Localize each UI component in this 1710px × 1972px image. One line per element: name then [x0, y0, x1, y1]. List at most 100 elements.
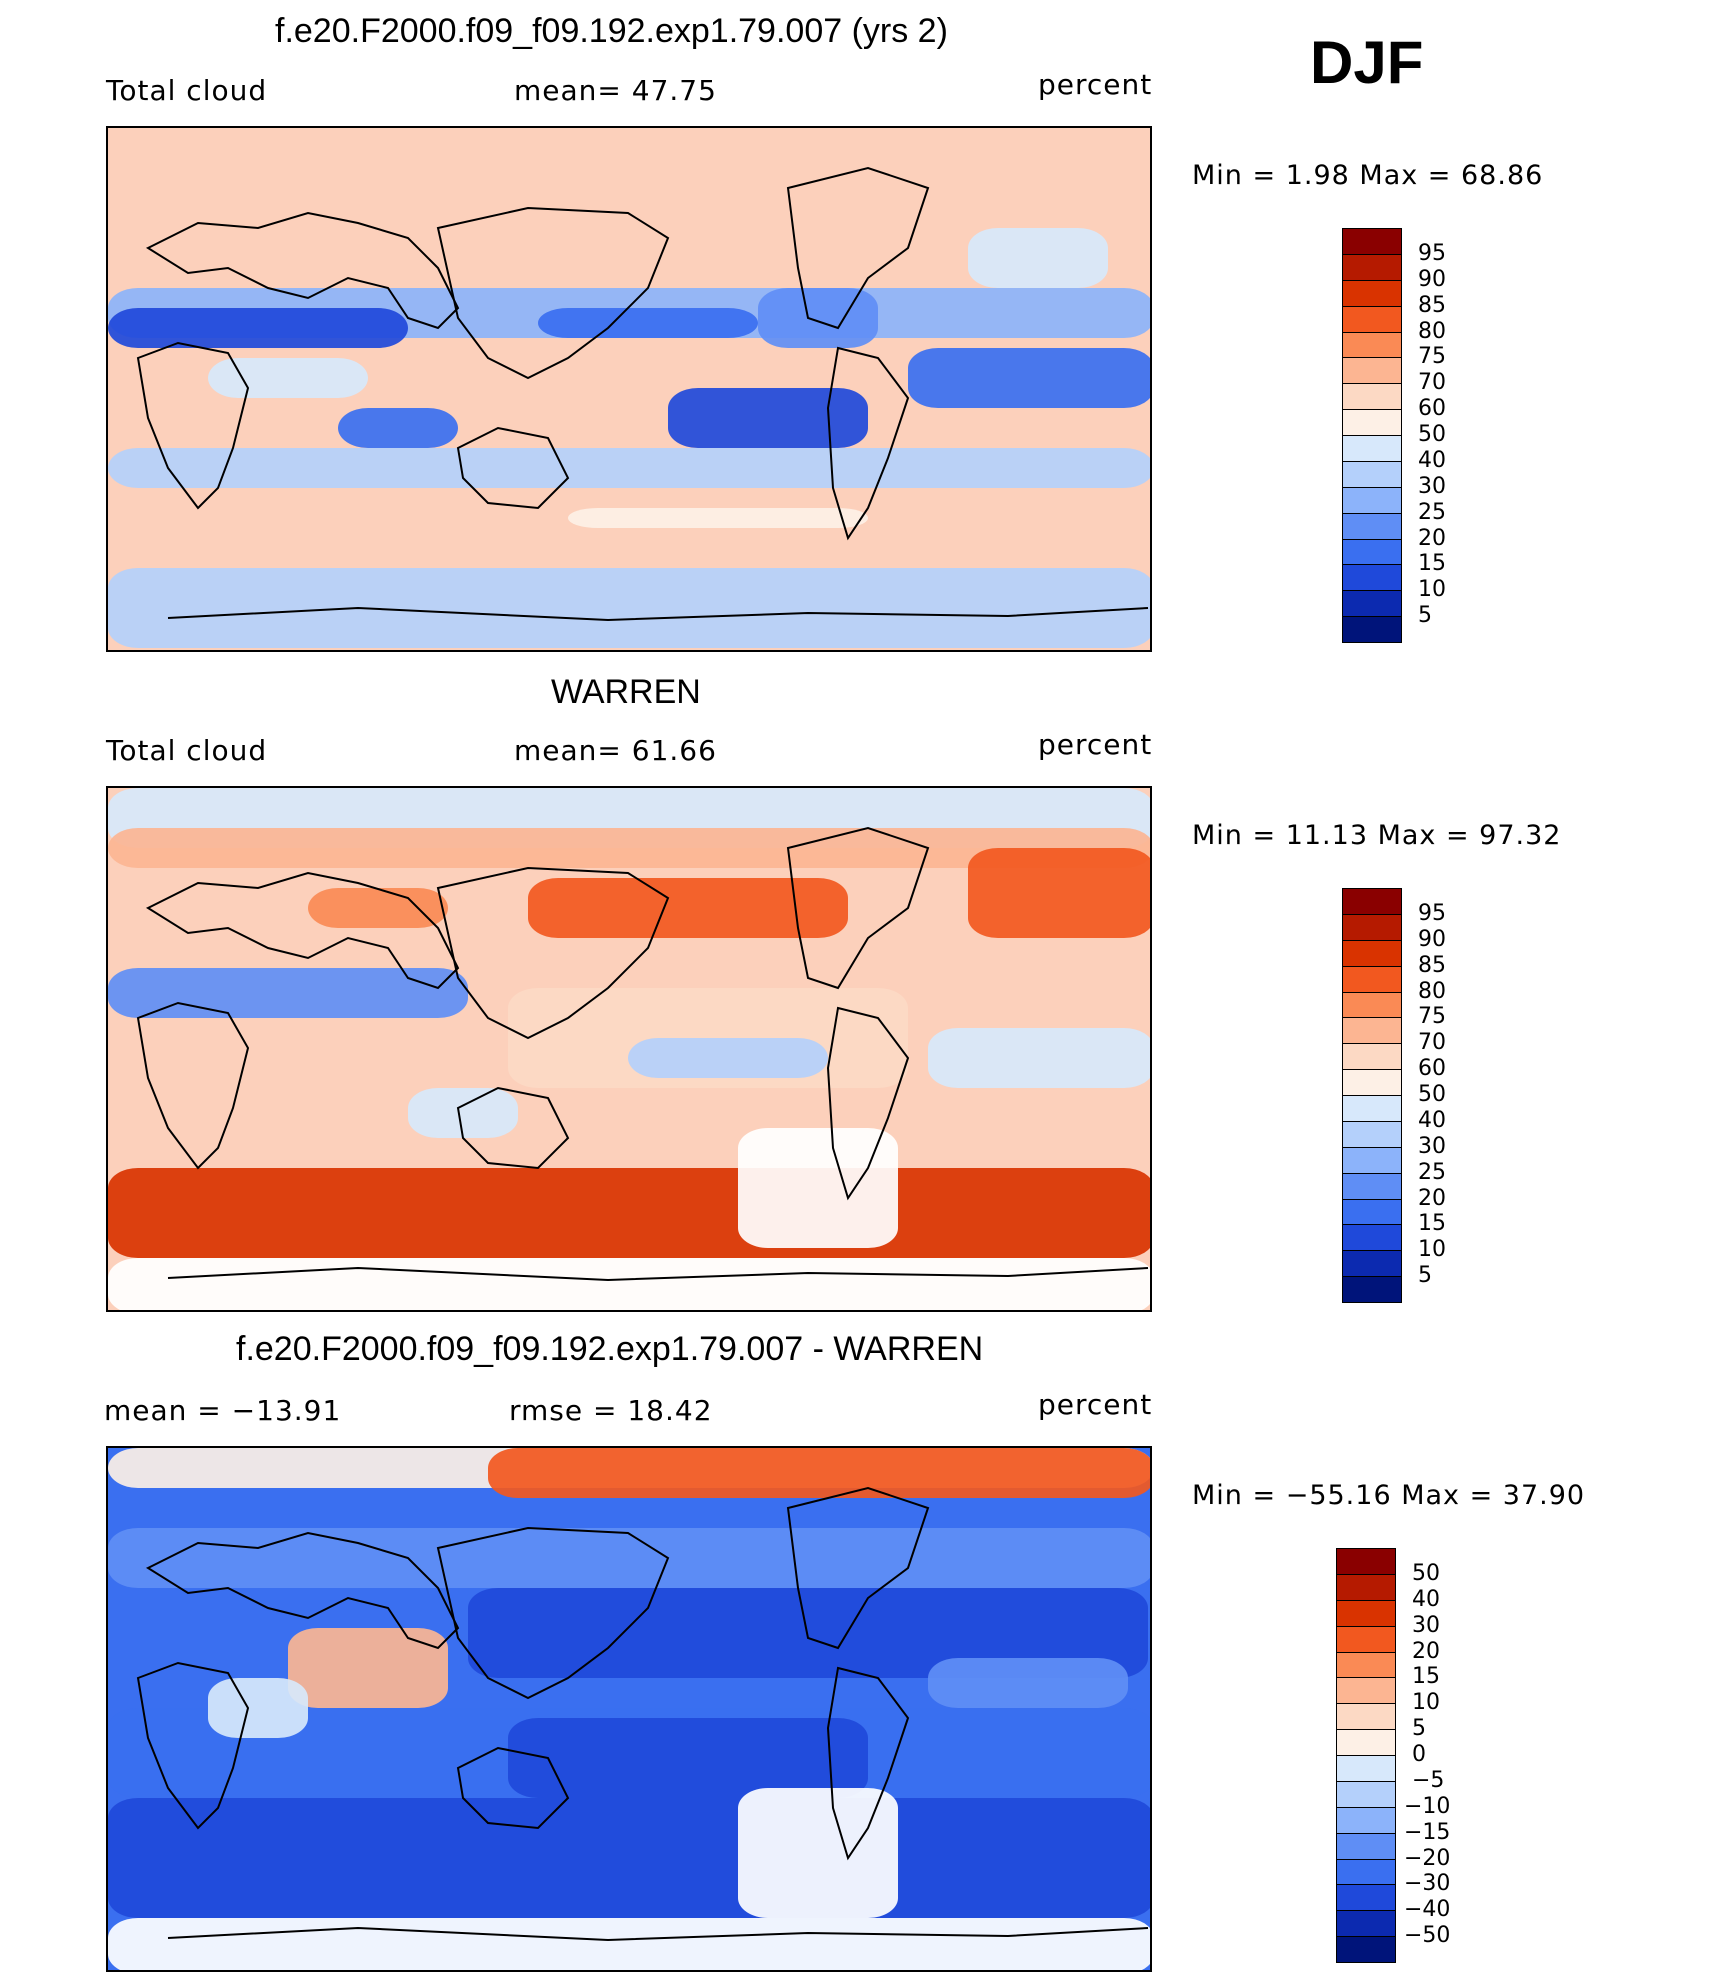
colorbar-swatch	[1336, 1832, 1396, 1860]
colorbar-tick-label: 70	[1418, 370, 1446, 396]
colorbar-swatch	[1342, 279, 1402, 307]
colorbar-tick-label: 10	[1418, 1237, 1446, 1263]
field-region	[338, 408, 458, 448]
colorbar-tick-label: −15	[1404, 1819, 1451, 1845]
panel-3-rmse-label: rmse = 18.42	[509, 1394, 713, 1427]
panel-3-min-max: Min = −55.16 Max = 37.90	[1192, 1480, 1586, 1511]
colorbar-tick-label: 75	[1418, 1004, 1446, 1030]
coastline	[167, 1266, 1149, 1282]
panel-2-colorbar: 95 90 85 80 75 70 60 50 40 30 25 20 15 10 5	[1342, 888, 1462, 1303]
coastline	[145, 211, 460, 330]
colorbar-tick-label: 15	[1412, 1664, 1440, 1690]
colorbar-swatch	[1336, 1625, 1396, 1653]
colorbar-swatch	[1336, 1936, 1396, 1963]
colorbar-swatch	[1342, 1095, 1402, 1122]
colorbar-tick-label: 70	[1418, 1030, 1446, 1056]
colorbar-swatch	[1342, 939, 1402, 967]
field-region	[668, 388, 868, 448]
field-region	[108, 828, 1150, 868]
colorbar-tick-label: −40	[1404, 1897, 1451, 1923]
panel-1-colorbar: 95 90 85 80 75 70 60 50 40 30 25 20 15 10 5	[1342, 228, 1462, 643]
field-region	[108, 968, 468, 1018]
colorbar-swatch	[1342, 228, 1402, 255]
colorbar-tick-label: 0	[1412, 1742, 1426, 1767]
coastline	[456, 1086, 570, 1170]
colorbar-swatch	[1342, 888, 1402, 915]
coastline	[456, 1746, 570, 1830]
field-region	[508, 1718, 868, 1798]
colorbar-tick-label: 50	[1418, 1082, 1446, 1107]
panel-1-title: f.e20.F2000.f09_f09.192.exp1.79.007 (yrs…	[275, 12, 948, 50]
coastline	[436, 866, 670, 1040]
field-region	[488, 1448, 1150, 1498]
colorbar-tick-label: 75	[1418, 344, 1446, 370]
field-region	[568, 508, 868, 528]
colorbar-tick-label: 95	[1418, 900, 1446, 926]
colorbar-swatch	[1336, 1780, 1396, 1808]
coastline	[436, 206, 670, 380]
colorbar-swatch	[1342, 1120, 1402, 1148]
colorbar-tick-label: 60	[1418, 1056, 1446, 1082]
colorbar-swatch	[1342, 616, 1402, 643]
colorbar-swatch	[1336, 1884, 1396, 1912]
coastline	[136, 1661, 250, 1830]
panel-3-mean-label: mean = −13.91	[104, 1394, 342, 1427]
colorbar-swatch	[1342, 486, 1402, 514]
colorbar-swatch	[1342, 1276, 1402, 1303]
colorbar-tick-label: −10	[1404, 1793, 1451, 1819]
colorbar-swatch	[1342, 564, 1402, 592]
panel-2-mean-label: mean= 61.66	[514, 734, 717, 767]
field-region	[408, 1088, 518, 1138]
colorbar-swatch	[1342, 357, 1402, 385]
coastline	[826, 346, 910, 541]
panel-3-units-label: percent	[1038, 1388, 1153, 1421]
colorbar-swatch	[1342, 435, 1402, 462]
colorbar-swatch	[1342, 1017, 1402, 1045]
colorbar-tick-label: 25	[1418, 1159, 1446, 1185]
colorbar-tick-label: 25	[1418, 499, 1446, 525]
colorbar-tick-label: 30	[1418, 1133, 1446, 1159]
coastline	[826, 1006, 910, 1201]
colorbar-swatch	[1336, 1858, 1396, 1886]
coastline	[786, 826, 930, 990]
field-region	[758, 288, 878, 348]
panel-3-colorbar: 50 40 30 20 15 10 5 0 −5 −10 −15 −20 −30 −40 −50	[1336, 1548, 1456, 1963]
colorbar-tick-label: 30	[1412, 1612, 1440, 1638]
colorbar-swatch	[1342, 1146, 1402, 1174]
colorbar-swatch	[1336, 1548, 1396, 1575]
colorbar-tick-label: 80	[1418, 978, 1446, 1004]
coastline	[145, 1531, 460, 1650]
colorbar-tick-label: 10	[1412, 1690, 1440, 1716]
colorbar-tick-label: 20	[1418, 525, 1446, 551]
colorbar-tick-label: 15	[1418, 1211, 1446, 1237]
panel-2-variable-label: Total cloud	[106, 734, 268, 767]
panel-2-title: WARREN	[551, 673, 701, 711]
panel-1-mean-label: mean= 47.75	[514, 74, 717, 107]
colorbar-swatch	[1342, 253, 1402, 281]
colorbar-swatch	[1342, 383, 1402, 411]
field-region	[288, 1628, 448, 1708]
colorbar-swatch	[1342, 913, 1402, 941]
coastline	[436, 1526, 670, 1700]
panel-2-min-max: Min = 11.13 Max = 97.32	[1192, 820, 1562, 851]
field-region	[108, 448, 1150, 488]
field-region	[108, 308, 408, 348]
colorbar-tick-label: 85	[1418, 292, 1446, 318]
colorbar-tick-label: 30	[1418, 473, 1446, 499]
field-region	[308, 888, 448, 928]
colorbar-swatch	[1336, 1573, 1396, 1601]
colorbar-tick-label: 5	[1418, 1263, 1432, 1289]
colorbar-swatch	[1342, 331, 1402, 359]
panel-1-variable-label: Total cloud	[106, 74, 268, 107]
field-region	[738, 1788, 898, 1918]
colorbar-swatch	[1336, 1910, 1396, 1938]
colorbar-tick-label: 15	[1418, 551, 1446, 577]
colorbar-swatch	[1342, 590, 1402, 618]
coastline	[167, 606, 1149, 622]
panel-2-map	[106, 786, 1152, 1312]
colorbar-tick-label: 80	[1418, 318, 1446, 344]
colorbar-swatch	[1342, 1172, 1402, 1200]
coastline	[786, 166, 930, 330]
colorbar-swatch	[1336, 1755, 1396, 1782]
colorbar-swatch	[1336, 1703, 1396, 1731]
